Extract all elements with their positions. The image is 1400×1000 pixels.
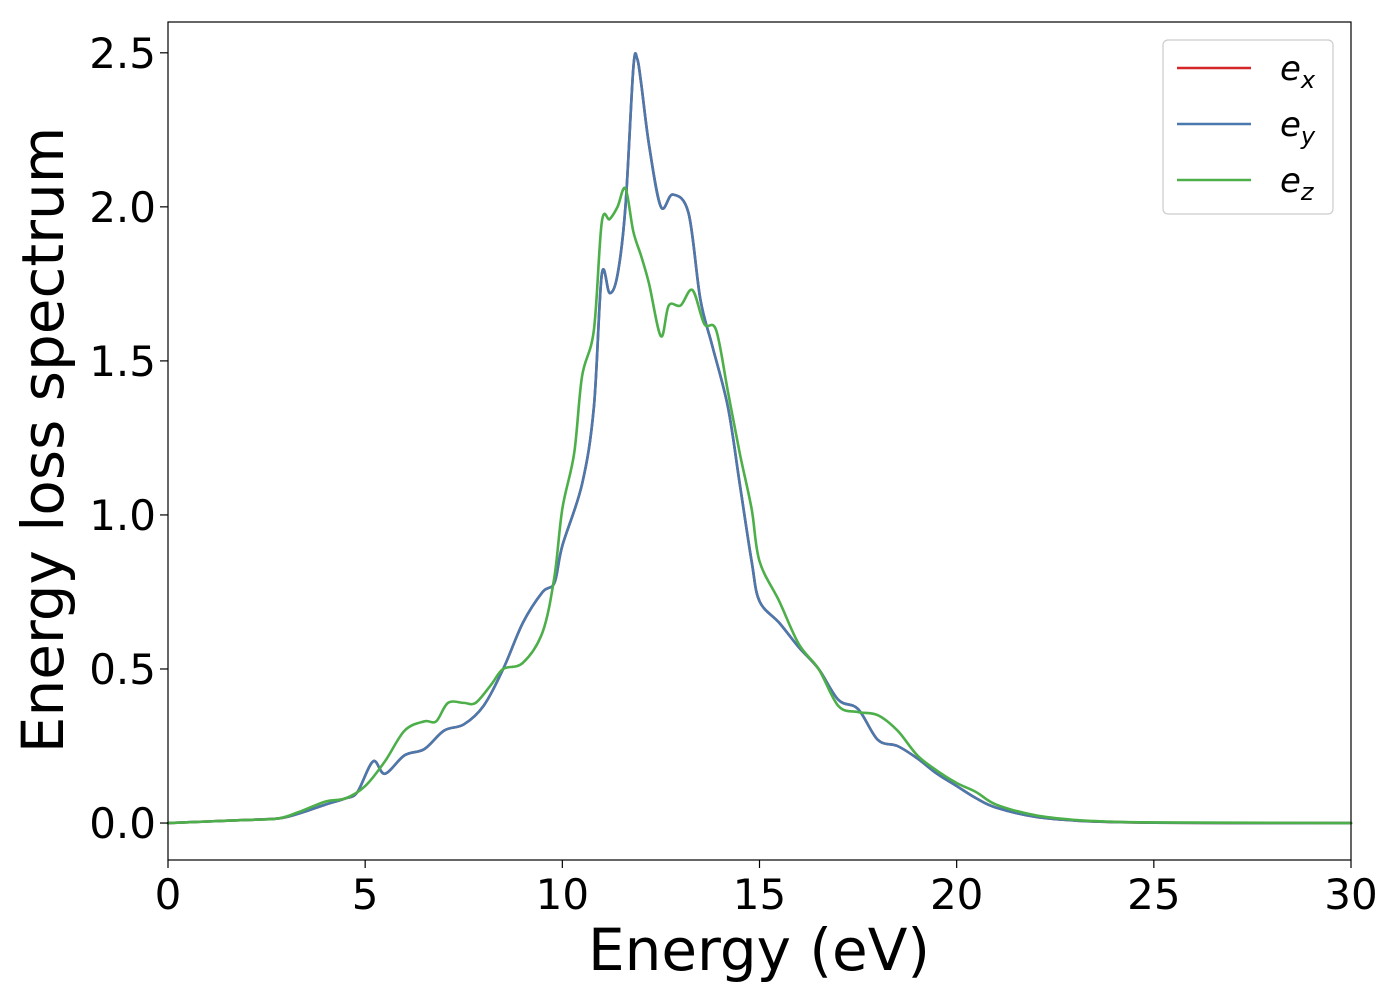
legend-box (1162, 39, 1334, 215)
legend-label-base: e (1280, 161, 1301, 201)
x-axis-title: Energy (eV) (588, 916, 930, 984)
x-tick-label: 30 (1324, 870, 1377, 919)
x-axis: 0 5 10 15 20 25 30 (155, 860, 1378, 919)
y-tick-label: 1.5 (89, 337, 156, 386)
legend-label-y: ey (1280, 105, 1316, 150)
x-tick-label: 20 (930, 870, 983, 919)
legend-label-base: e (1280, 105, 1301, 145)
series-line-y (166, 52, 1353, 825)
x-tick-label: 15 (733, 870, 786, 919)
x-tick-label: 5 (352, 870, 379, 919)
y-axis-title: Energy loss spectrum (9, 127, 77, 753)
x-tick-label: 25 (1127, 870, 1180, 919)
y-tick-label: 2.0 (89, 183, 156, 232)
legend-label-subscript: z (1300, 178, 1315, 206)
series-line-z (166, 186, 1353, 825)
y-axis: 0.0 0.5 1.0 1.5 2.0 2.5 (89, 29, 168, 848)
legend-label-subscript: x (1300, 66, 1316, 94)
x-tick-label: 10 (536, 870, 589, 919)
y-tick-label: 0.5 (89, 645, 156, 694)
series-layer (166, 52, 1353, 825)
y-tick-label: 0.0 (89, 799, 156, 848)
legend-label-subscript: y (1300, 122, 1316, 150)
legend-label-x: ex (1280, 49, 1316, 94)
y-tick-label: 2.5 (89, 29, 156, 78)
legend-label-base: e (1280, 49, 1301, 89)
legend-label-z: ez (1280, 161, 1315, 206)
y-tick-label: 1.0 (89, 491, 156, 540)
x-tick-label: 0 (155, 870, 182, 919)
